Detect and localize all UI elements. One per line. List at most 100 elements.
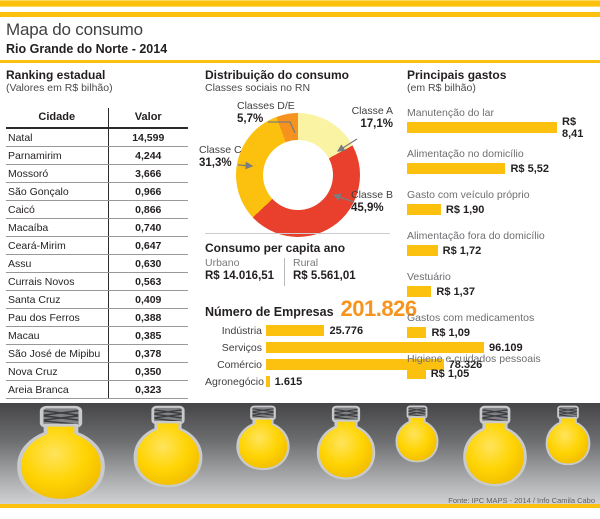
table-row: Pau dos Ferros 0,388 (6, 308, 188, 327)
empresas-bar-row: Comércio 78.326 (205, 356, 482, 373)
table-row: Macau 0,385 (6, 326, 188, 345)
bar (407, 368, 426, 379)
rural-label: Rural (293, 257, 319, 269)
table-row: Parnamirim 4,244 (6, 146, 188, 165)
city-name: São Gonçalo (6, 182, 109, 201)
city-value: 0,388 (108, 308, 188, 327)
slice-percentage: 31,3% (199, 156, 232, 169)
title-rule (0, 60, 600, 63)
gasto-item: Alimentação fora do domicílio R$ 1,72 (407, 230, 599, 257)
table-row: Nova Cruz 0,350 (6, 362, 188, 381)
slice-label: Classe C (199, 144, 242, 156)
gasto-item: Gastos com medicamentos R$ 1,09 (407, 312, 599, 339)
city-name: São José de Mipibu (6, 344, 109, 363)
percapita-divider (284, 258, 285, 286)
gasto-item: Gasto com veículo próprio R$ 1,90 (407, 189, 599, 216)
page-subtitle: Rio Grande do Norte - 2014 (6, 42, 168, 56)
urban-value: R$ 14.016,51 (205, 270, 275, 282)
donut-label-classe-c: Classe C 31,3% (199, 144, 242, 170)
empresas-heading: Número de Empresas (205, 305, 334, 319)
bar (266, 325, 325, 336)
table-row: Assu 0,630 (6, 254, 188, 273)
distribution-heading: Distribuição do consumo (205, 68, 350, 82)
table-row: Currais Novos 0,563 (6, 272, 188, 291)
bar-value: 78.326 (448, 358, 483, 371)
empresas-bars: Indústria 25.776 Serviços 96.109 Comércio 78.… (205, 322, 523, 390)
city-value: 0,378 (108, 344, 188, 363)
gasto-item: Higiene e cuidados pessoais R$ 1,05 (407, 353, 599, 380)
city-value: 0,385 (108, 326, 188, 345)
bar-label: Agronegócio (205, 375, 264, 388)
light-bulb-icon (463, 405, 527, 487)
table-row: São Gonçalo 0,966 (6, 182, 188, 201)
table-row: São José de Mipibu 0,378 (6, 344, 188, 363)
gasto-item: Alimentação no domicílio R$ 5,52 (407, 148, 599, 175)
empresas-total: 201.826 (340, 296, 418, 321)
empresas-bar-row: Agronegócio 1.615 (205, 373, 400, 390)
light-bulb-icon (10, 405, 112, 506)
city-value: 0,966 (108, 182, 188, 201)
bar-label: Manutenção do lar (407, 107, 494, 119)
bar-value: R$ 1,90 (445, 203, 485, 216)
bottom-accent-rule (0, 504, 600, 508)
table-row: Ceará-Mirim 0,647 (6, 236, 188, 255)
city-value: 14,599 (108, 128, 188, 147)
city-value: 0,740 (108, 218, 188, 237)
bar-label: Indústria (221, 324, 262, 337)
light-bulb-icon (545, 405, 591, 466)
empresas-heading-row: Número de Empresas 201.826 (205, 296, 417, 322)
gasto-item: Manutenção do lar R$ 8,41 (407, 107, 599, 140)
bar-label: Higiene e cuidados pessoais (407, 353, 541, 365)
percapita-urban: Urbano R$ 14.016,51 (205, 257, 274, 282)
city-value: 0,323 (108, 380, 188, 399)
empresas-bar-row: Indústria 25.776 (205, 322, 400, 339)
bar-value: R$ 5,52 (510, 162, 549, 175)
light-bulb-icon (236, 405, 290, 471)
bar-value: R$ 1,72 (442, 244, 482, 257)
bar (407, 286, 432, 297)
table-row: Caicó 0,866 (6, 200, 188, 219)
city-value: 0,350 (108, 362, 188, 381)
slice-label: Classe A (351, 105, 393, 117)
bar (407, 163, 506, 174)
top-accent-bar-thin (0, 12, 600, 17)
percapita-heading: Consumo per capita ano (205, 241, 346, 255)
gasto-item: Vestuário R$ 1,37 (407, 271, 599, 298)
light-bulb-icon (133, 405, 203, 488)
ranking-subheading: (Valores em R$ bilhão) (6, 82, 113, 94)
donut-hole (263, 140, 333, 210)
donut-label-classe-b: Classe B 45,9% (351, 189, 393, 215)
bar (266, 376, 270, 387)
bar-value: R$ 1,09 (431, 326, 470, 339)
city-value: 0,647 (108, 236, 188, 255)
urban-label: Urbano (205, 257, 240, 269)
city-value: 0,563 (108, 272, 188, 291)
slice-percentage: 5,7% (237, 112, 264, 125)
page-title: Mapa do consumo (6, 20, 143, 39)
city-name: Santa Cruz (6, 290, 109, 309)
bar-value: R$ 1,05 (430, 367, 470, 380)
section-divider (205, 233, 390, 234)
bar-label: Gastos com medicamentos (407, 312, 535, 324)
city-name: Macaíba (6, 218, 109, 237)
column-header-value: Valor (108, 108, 188, 129)
top-accent-bar (0, 0, 600, 7)
bar-value: R$ 8,41 (562, 115, 584, 140)
lightbulb-illustration-band (0, 403, 600, 505)
bar-value: 25.776 (329, 324, 364, 337)
city-name: Currais Novos (6, 272, 109, 291)
table-header-row: Cidade Valor (6, 108, 188, 129)
table-row: Macaíba 0,740 (6, 218, 188, 237)
light-bulb-icon (395, 405, 439, 463)
gastos-heading: Principais gastos (407, 68, 507, 82)
gastos-list: Manutenção do lar R$ 8,41 Alimentação no d… (407, 107, 599, 394)
bar-label: Vestuário (407, 271, 451, 283)
city-name: Pau dos Ferros (6, 308, 109, 327)
table-row: Santa Cruz 0,409 (6, 290, 188, 309)
bar-value: 1.615 (274, 375, 303, 388)
percapita-rural: Rural R$ 5.561,01 (293, 257, 356, 282)
city-value: 3,666 (108, 164, 188, 183)
source-credit: Fonte: IPC MAPS - 2014 / Info Camila Cab… (448, 496, 595, 505)
city-name: Macau (6, 326, 109, 345)
